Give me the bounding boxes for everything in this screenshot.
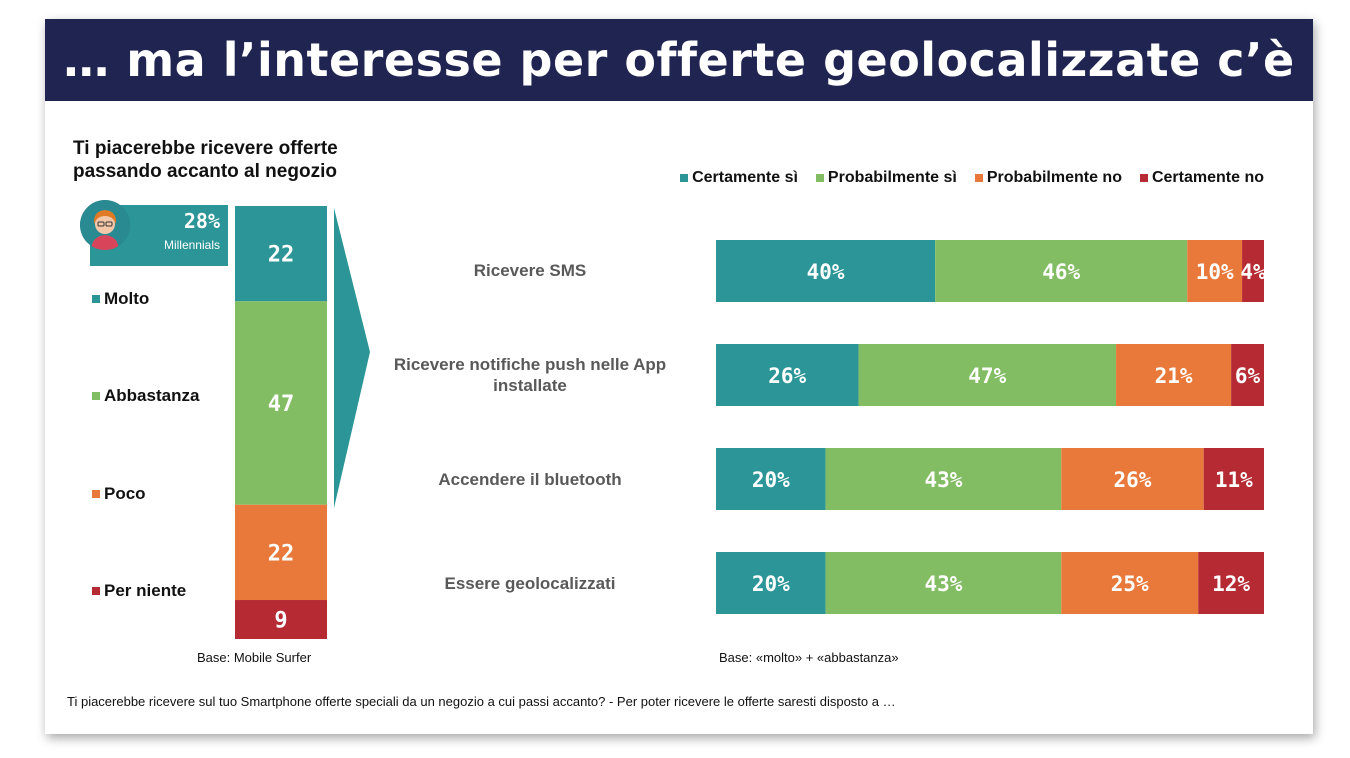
bar-geo-series-0 — [716, 552, 826, 614]
bar-geo-series-3 — [1198, 552, 1264, 614]
legend-probabilmente-no: Probabilmente no — [974, 169, 1122, 187]
right-legend: Certamente sì Probabilmente sì Probabilm… — [680, 169, 1264, 187]
bar-value-label: 26% — [1114, 468, 1152, 492]
footnote: Ti piacerebbe ricevere sul tuo Smartphon… — [67, 694, 896, 709]
bar-value-label: 43% — [924, 468, 962, 492]
bar-label-abbastanza: 47 — [268, 392, 295, 417]
bar-segment-molto — [235, 206, 327, 302]
bar-value-label: 21% — [1155, 364, 1193, 388]
left-legend-abbastanza: Abbastanza — [92, 386, 199, 406]
bar-label-molto: 22 — [268, 243, 295, 268]
bar-value-label: 6% — [1235, 364, 1261, 388]
title-bar: … ma l’interesse per offerte geolocalizz… — [45, 19, 1313, 101]
right-base-note: Base: «molto» + «abbastanza» — [719, 650, 899, 665]
bar-bluetooth-series-2 — [1061, 448, 1204, 510]
bar-bluetooth-series-3 — [1203, 448, 1264, 510]
bar-value-label: 47% — [968, 364, 1006, 388]
bar-value-label: 4% — [1240, 260, 1266, 284]
bar-value-label: 25% — [1111, 572, 1149, 596]
right-stacked-bars: 40% 46% 10% 4% 26% 47% 21% 6% 20% 43% 26% 11% 20% 43%… — [716, 240, 1266, 614]
bar-push-series-3 — [1231, 344, 1264, 406]
bar-value-label: 46% — [1042, 260, 1080, 284]
bar-segment-abbastanza — [235, 301, 327, 505]
bar-push-series-1 — [858, 344, 1117, 406]
row-label-geo: Essere geolocalizzati — [444, 574, 616, 593]
bar-value-label: 26% — [768, 364, 806, 388]
bar-sms-series-1 — [935, 240, 1188, 302]
legend-probabilmente-si: Probabilmente sì — [815, 169, 957, 187]
bar-push-series-0 — [716, 344, 859, 406]
millennials-value: 28% — [183, 209, 220, 233]
legend-certamente-si: Certamente sì — [680, 169, 798, 187]
legend-certamente-no: Certamente no — [1139, 169, 1264, 187]
bar-value-label: 20% — [752, 468, 790, 492]
left-chart-title: Ti piacerebbe ricevere offerte passando … — [73, 138, 338, 182]
left-legend-per-niente: Per niente — [92, 581, 186, 601]
bar-segment-per-niente — [235, 600, 327, 639]
bar-geo-series-2 — [1061, 552, 1199, 614]
bar-value-label: 40% — [807, 260, 845, 284]
left-legend-molto: Molto — [92, 289, 149, 309]
bar-sms-series-3 — [1242, 240, 1264, 302]
row-label-sms: Ricevere SMS — [473, 261, 587, 280]
charts-canvas: 22 47 22 9 40% 46% 10% 4% 26% 47% 21% 6% 20% 43% 26% 1… — [235, 206, 1266, 639]
slide: … ma l’interesse per offerte geolocalizz… — [45, 19, 1313, 734]
bar-sms-series-0 — [716, 240, 936, 302]
left-legend-poco: Poco — [92, 484, 146, 504]
bar-geo-series-1 — [825, 552, 1062, 614]
bar-value-label: 43% — [924, 572, 962, 596]
bar-value-label: 11% — [1215, 468, 1253, 492]
row-label-bluetooth: Accendere il bluetooth — [438, 470, 622, 489]
bar-bluetooth-series-1 — [825, 448, 1062, 510]
bar-value-label: 20% — [752, 572, 790, 596]
bar-bluetooth-series-0 — [716, 448, 826, 510]
millennials-label: Millennials — [163, 238, 220, 252]
left-stacked-bar: 22 47 22 9 — [235, 206, 327, 639]
bar-value-label: 10% — [1196, 260, 1234, 284]
bar-label-per-niente: 9 — [274, 609, 287, 634]
funnel-arrow — [334, 208, 370, 508]
bar-label-poco: 22 — [268, 541, 295, 566]
left-base-note: Base: Mobile Surfer — [197, 650, 312, 665]
avatar-icon — [80, 200, 130, 250]
row-label-push: Ricevere notifiche push nelle App instal… — [393, 355, 667, 395]
bar-sms-series-2 — [1187, 240, 1243, 302]
bar-value-label: 12% — [1212, 572, 1250, 596]
bar-segment-poco — [235, 504, 327, 601]
page-title: … ma l’interesse per offerte geolocalizz… — [63, 33, 1295, 87]
bar-push-series-2 — [1116, 344, 1232, 406]
